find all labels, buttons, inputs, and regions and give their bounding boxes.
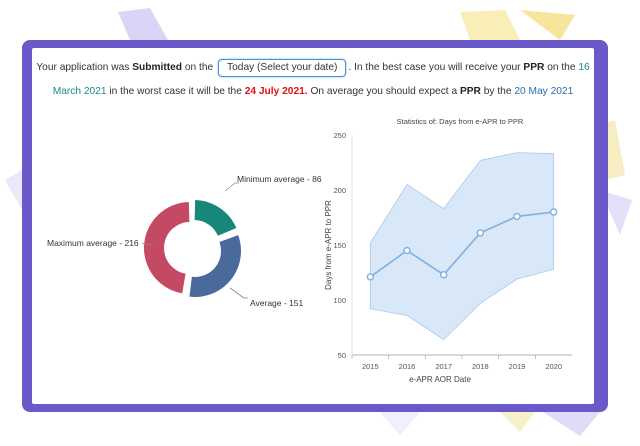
sentence-text: On average you should expect a [307, 86, 460, 97]
sentence-text: in the worst case it will be the [106, 86, 245, 97]
sentence-text: Your application was [36, 62, 133, 73]
data-point[interactable] [549, 208, 558, 216]
x-tick-label: 2018 [472, 362, 489, 371]
donut-slice-min[interactable] [194, 200, 237, 236]
x-axis-label: e-APR AOR Date [409, 375, 471, 384]
min-label-leader [224, 182, 236, 192]
best-case-date: 16 March 2021 [52, 62, 590, 97]
x-tick-label: 2016 [399, 362, 416, 371]
y-tick-label: 250 [333, 131, 346, 140]
min-average-label: Minimum average - 86 [237, 174, 322, 184]
average-label: Average - 151 [250, 298, 304, 308]
max-label-leader [141, 242, 153, 246]
y-tick-label: 200 [333, 186, 346, 195]
y-tick-label: 100 [333, 296, 346, 305]
x-tick-label: 2015 [362, 362, 379, 371]
chart-title: Statistics of: Days from e-APR to PPR [397, 117, 524, 126]
average-date: 20 May 2021 [514, 86, 574, 97]
sentence-text: on the [544, 62, 579, 73]
data-point[interactable] [403, 246, 411, 255]
data-point[interactable] [513, 212, 521, 221]
data-point[interactable] [366, 273, 375, 281]
worst-case-date: 24 July 2021. [244, 86, 308, 97]
data-point[interactable] [439, 270, 448, 279]
data-point[interactable] [476, 229, 485, 237]
donut-slice-max[interactable] [143, 202, 190, 294]
avg-label-leader [229, 287, 245, 299]
select-date-button[interactable]: Today (Select your date) [218, 59, 347, 77]
range-band [369, 152, 555, 341]
estimate-sentence: Your application was Submitted on the To… [32, 56, 594, 104]
series-line [369, 211, 554, 278]
x-tick-label: 2017 [435, 362, 452, 371]
sentence-text: on the [182, 62, 217, 73]
sentence-text: . In the best case you will receive your [348, 62, 524, 73]
donut-slice-avg[interactable] [189, 235, 241, 297]
x-tick-label: 2020 [545, 362, 562, 371]
average-donut-chart: Minimum average - 86 Maximum average - 2… [47, 174, 322, 308]
statistics-line-chart: Statistics of: Days from e-APR to PPR e-… [324, 117, 572, 384]
x-tick-label: 2019 [509, 362, 526, 371]
y-tick-label: 50 [338, 351, 346, 360]
ppr-label: PPR [523, 62, 545, 73]
y-axis-label: Days from e-APR to PPR [324, 200, 333, 290]
y-tick-label: 150 [333, 241, 346, 250]
submitted-label: Submitted [132, 62, 183, 73]
max-average-label: Maximum average - 216 [47, 238, 139, 248]
ppr-label: PPR [459, 86, 481, 97]
sentence-text: by the [480, 86, 515, 97]
